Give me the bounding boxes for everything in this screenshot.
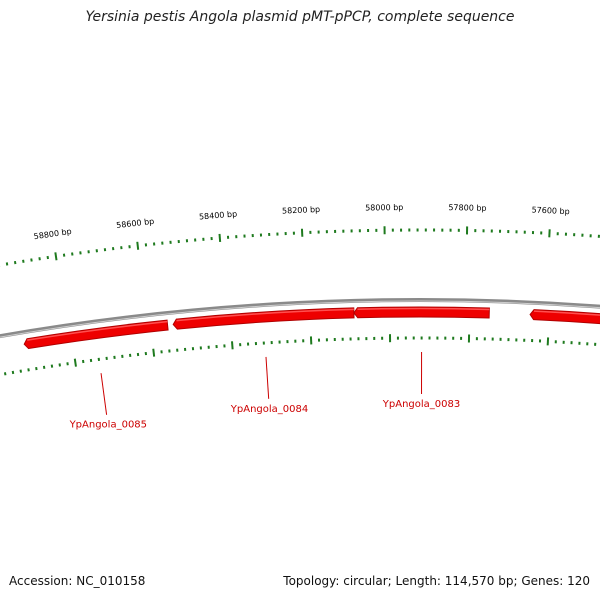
major-tick xyxy=(136,241,140,250)
tick-label: 57600 bp xyxy=(531,205,570,216)
gene-arrow[interactable] xyxy=(23,319,169,350)
gene-arrow[interactable] xyxy=(353,306,490,319)
tick-label: 57800 bp xyxy=(448,203,486,213)
gene-label-leader xyxy=(100,373,108,415)
sequence-backbone xyxy=(0,298,600,339)
tick-label: 58200 bp xyxy=(282,205,321,216)
sequence-backbone-highlight xyxy=(0,300,600,338)
major-tick xyxy=(218,233,222,242)
sequence-summary: Topology: circular; Length: 114,570 bp; … xyxy=(283,574,590,588)
major-tick xyxy=(152,348,156,357)
minor-tick xyxy=(3,372,7,376)
gene-arrow-highlight xyxy=(357,307,490,311)
gene-arrow-highlight xyxy=(27,320,168,341)
gene-track xyxy=(23,306,600,350)
gene-label[interactable]: YpAngola_0083 xyxy=(382,399,460,410)
tick-label: 58400 bp xyxy=(199,210,238,222)
gene-label[interactable]: YpAngola_0084 xyxy=(230,404,308,415)
gene-label[interactable]: YpAngola_0085 xyxy=(69,420,147,431)
accession-label: Accession: NC_010158 xyxy=(9,574,146,588)
major-tick xyxy=(231,341,234,350)
gene-arrow-highlight xyxy=(176,308,354,322)
tick-label: 58800 bp xyxy=(33,227,72,241)
gene-label-leader xyxy=(265,356,270,399)
gene-arrow-highlight xyxy=(533,310,600,316)
inner-tick-track xyxy=(3,334,597,376)
major-tick xyxy=(73,358,77,367)
gene-labels: YpAngola_0085 YpAngola_0084 YpAngola_0083 xyxy=(69,352,460,431)
major-tick xyxy=(54,252,58,261)
outer-tick-track xyxy=(0,226,600,267)
map-title: Yersinia pestis Angola plasmid pMT-pPCP,… xyxy=(85,9,515,25)
tick-label: 58600 bp xyxy=(116,217,155,230)
tick-label: 58000 bp xyxy=(365,203,403,213)
minor-tick xyxy=(11,370,15,375)
